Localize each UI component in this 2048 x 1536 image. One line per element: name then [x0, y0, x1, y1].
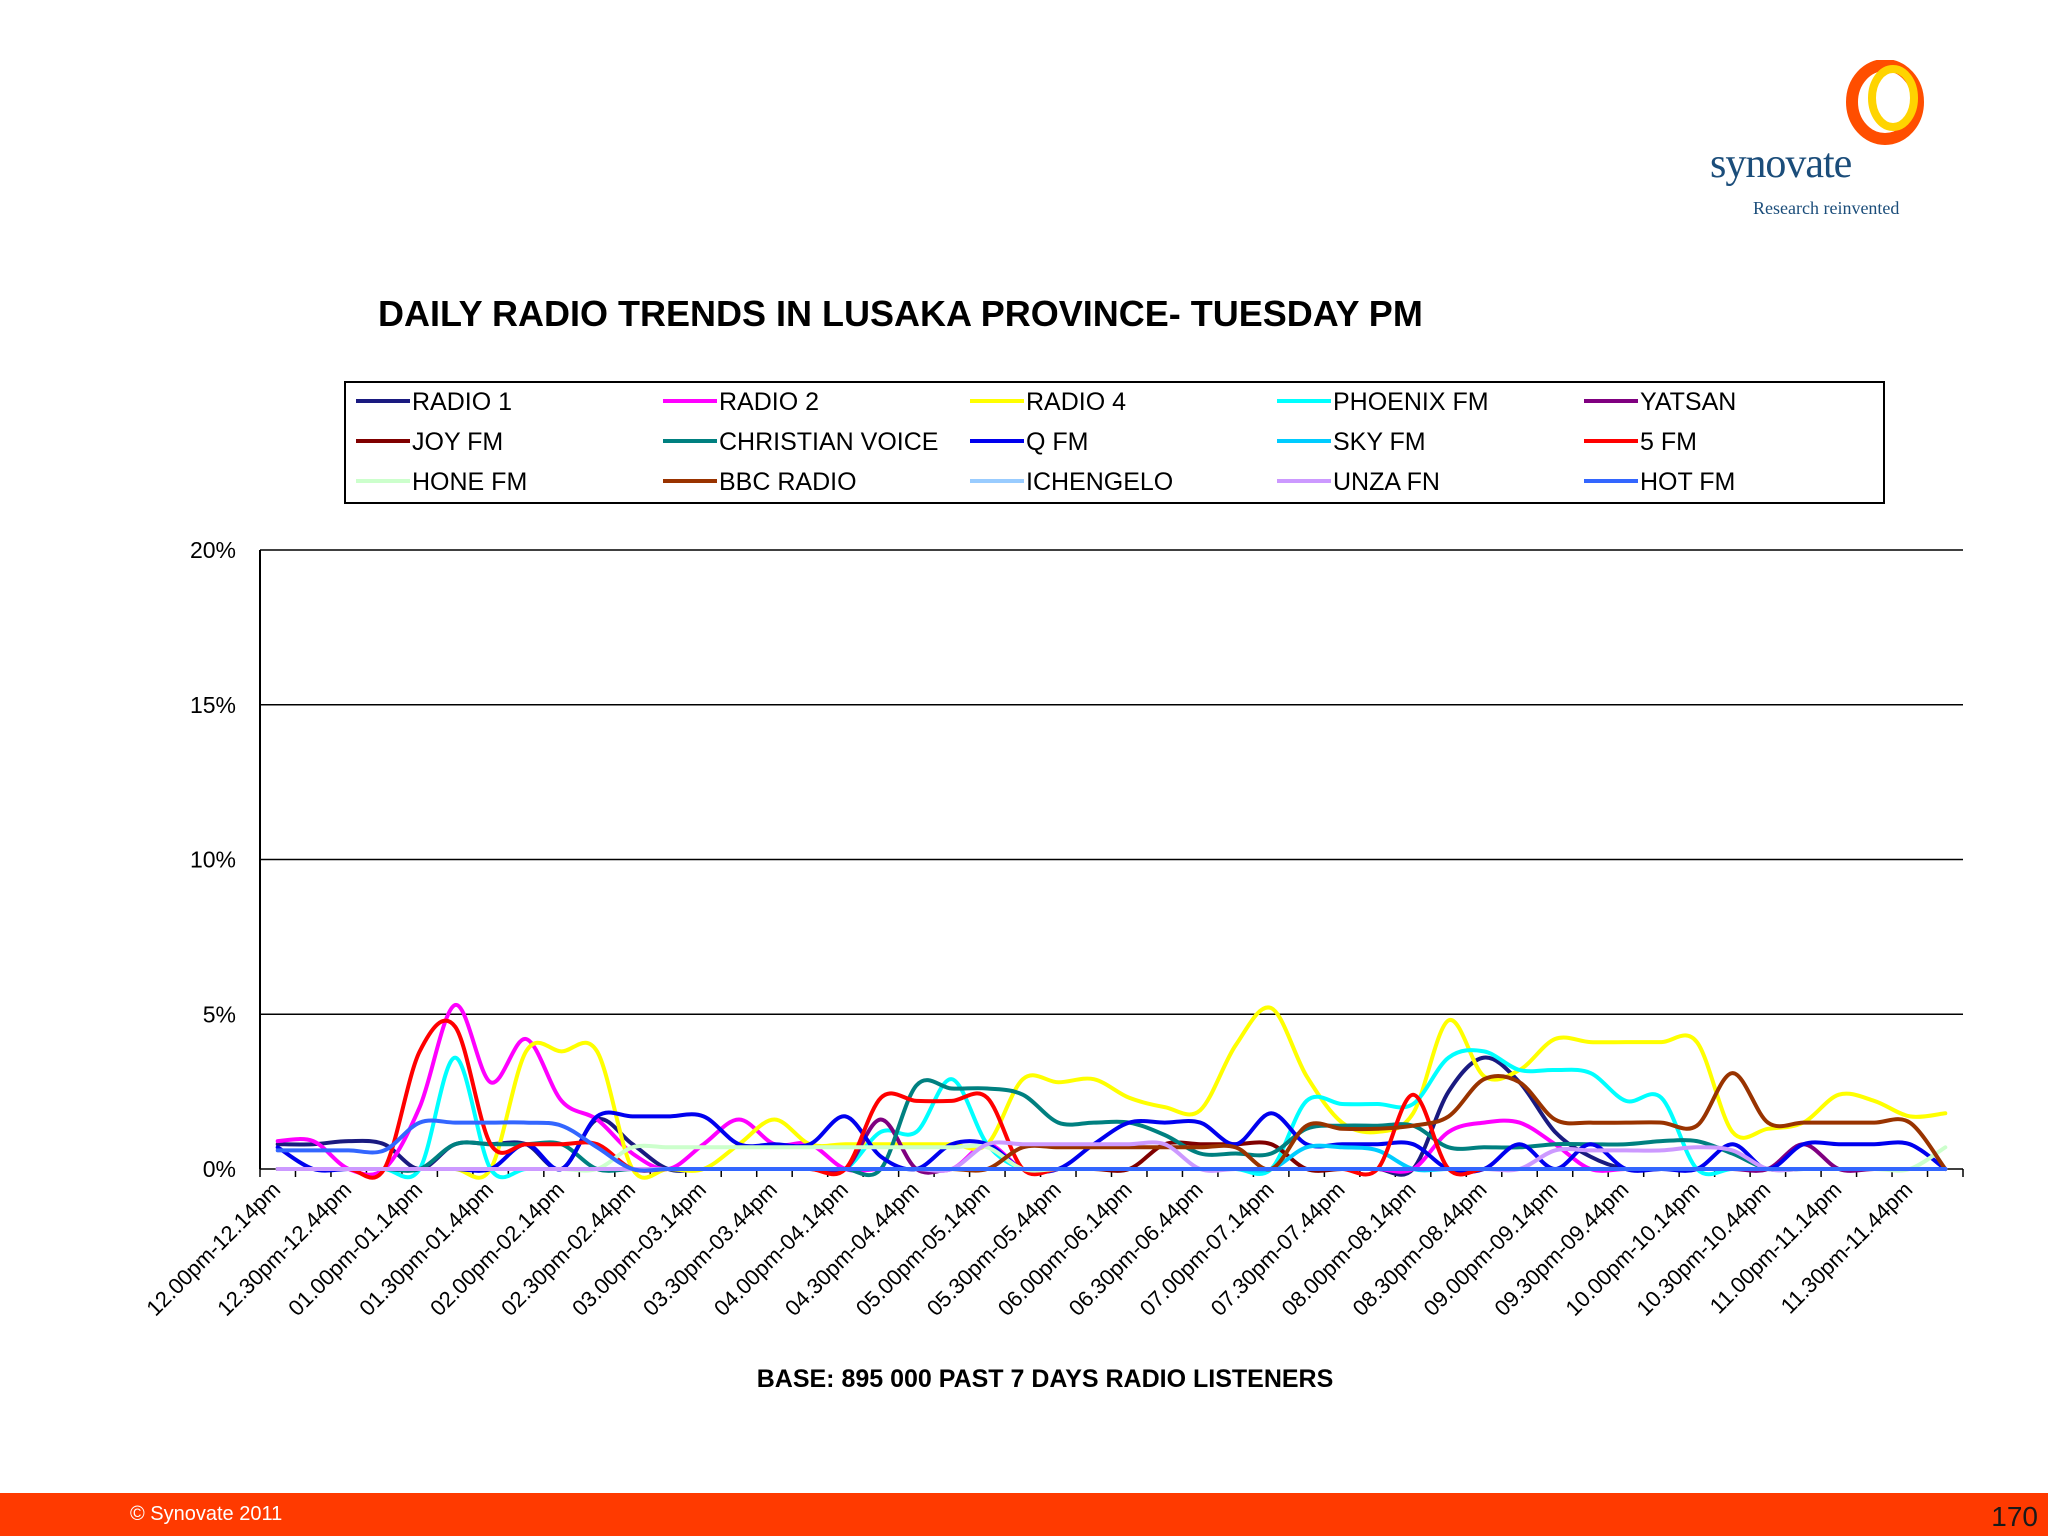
series-line-radio-4	[275, 1005, 1948, 1180]
legend-label-joy-fm: JOY FM	[412, 428, 503, 456]
x-tick-label: 07.00pm-07.14pm	[1135, 1177, 1279, 1321]
y-tick-label: 10%	[190, 847, 236, 873]
x-tick-label: 03.00pm-03.14pm	[567, 1177, 711, 1321]
series-lines	[275, 1003, 1948, 1180]
legend-label-ichengelo: ICHENGELO	[1026, 468, 1173, 496]
y-tick-label: 20%	[190, 537, 236, 563]
synovate-logo: synovate Research reinvented	[1700, 59, 1940, 230]
series-line-hot-fm	[275, 1118, 1948, 1173]
x-tick-label: 07.30pm-07.44pm	[1206, 1177, 1350, 1321]
x-tick-label: 09.00pm-09.14pm	[1419, 1177, 1563, 1321]
legend-label-unza-fn: UNZA FN	[1333, 468, 1440, 496]
legend-label-radio-2: RADIO 2	[719, 388, 819, 416]
series-line-5-fm	[275, 1018, 1948, 1180]
y-axis: 0% 5% 10% 15% 20%	[190, 537, 261, 1182]
x-tick-label: 02.30pm-02.44pm	[496, 1177, 640, 1321]
x-axis-label: BASE: 895 000 PAST 7 DAYS RADIO LISTENER…	[757, 1365, 1334, 1393]
x-tick-label: 09.30pm-09.44pm	[1490, 1177, 1634, 1321]
x-tick-label: 01.00pm-01.14pm	[283, 1177, 427, 1321]
x-tick-label: 05.30pm-05.44pm	[922, 1177, 1066, 1321]
x-tick-label: 08.00pm-08.14pm	[1277, 1177, 1421, 1321]
line-chart: DAILY RADIO TRENDS IN LUSAKA PROVINCE- T…	[141, 293, 1964, 1393]
logo-tagline: Research reinvented	[1753, 198, 1900, 218]
x-tick-label: 08.30pm-08.44pm	[1348, 1177, 1492, 1321]
x-tick-label: 02.00pm-02.14pm	[425, 1177, 569, 1321]
y-tick-label: 15%	[190, 692, 236, 718]
x-tick-label: 06.30pm-06.44pm	[1064, 1177, 1208, 1321]
x-tick-label: 06.00pm-06.14pm	[993, 1177, 1137, 1321]
copyright-text: © Synovate 2011	[130, 1503, 283, 1525]
legend-label-phoenix-fm: PHOENIX FM	[1333, 388, 1489, 416]
x-tick-label: 10.30pm-10.44pm	[1631, 1177, 1775, 1321]
logo-ring-icon	[1846, 59, 1924, 145]
page-number: 170	[1991, 1501, 2038, 1532]
logo-ring-inner	[1868, 65, 1918, 131]
logo-wordmark: synovate	[1710, 141, 1852, 187]
legend: RADIO 1 RADIO 2 RADIO 4 PHOENIX FM YATSAN JOY…	[356, 388, 1736, 496]
legend-label-bbc-radio: BBC RADIO	[719, 468, 857, 496]
legend-label-5-fm: 5 FM	[1640, 428, 1697, 456]
x-tick-label: 04.00pm-04.14pm	[709, 1177, 853, 1321]
logo-ring-outer	[1846, 59, 1924, 145]
footer-bar: © Synovate 2011 170	[0, 1493, 2048, 1536]
x-tick-label: 11.30pm-11.44pm	[1776, 1177, 1918, 1319]
x-tick-label: 04.30pm-04.44pm	[780, 1177, 924, 1321]
legend-label-hot-fm: HOT FM	[1640, 468, 1735, 496]
series-line-radio-1	[275, 1055, 1948, 1177]
legend-label-sky-fm: SKY FM	[1333, 428, 1426, 456]
x-tick-label: 12.30pm-12.44pm	[212, 1177, 356, 1321]
legend-label-christian-voice: CHRISTIAN VOICE	[719, 428, 938, 456]
x-tick-label: 11.00pm-11.14pm	[1705, 1177, 1847, 1319]
y-tick-label: 5%	[203, 1001, 236, 1027]
series-line-unza-fn	[275, 1140, 1948, 1173]
legend-label-radio-1: RADIO 1	[412, 388, 512, 416]
legend-label-radio-4: RADIO 4	[1026, 388, 1126, 416]
x-tick-label: 03.30pm-03.44pm	[638, 1177, 782, 1321]
legend-label-q-fm: Q FM	[1026, 428, 1089, 456]
legend-label-hone-fm: HONE FM	[412, 468, 527, 496]
x-tick-label: 05.00pm-05.14pm	[851, 1177, 995, 1321]
x-tick-label: 10.00pm-10.14pm	[1561, 1177, 1705, 1321]
x-tick-label: 01.30pm-01.44pm	[354, 1177, 498, 1321]
x-tick-label: 12.00pm-12.14pm	[141, 1177, 285, 1321]
y-tick-label: 0%	[203, 1156, 236, 1182]
x-axis: 12.00pm-12.14pm12.30pm-12.44pm01.00pm-01…	[141, 1169, 1964, 1321]
chart-title: DAILY RADIO TRENDS IN LUSAKA PROVINCE- T…	[378, 293, 1423, 334]
legend-label-yatsan: YATSAN	[1640, 388, 1736, 416]
series-line-phoenix-fm	[275, 1048, 1948, 1180]
